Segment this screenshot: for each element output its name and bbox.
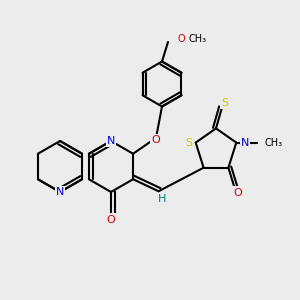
Text: CH₃: CH₃ (265, 138, 283, 148)
Text: O: O (151, 135, 160, 145)
Text: CH₃: CH₃ (188, 34, 206, 44)
Text: S: S (185, 138, 192, 148)
Text: O: O (233, 188, 242, 198)
Text: N: N (107, 136, 115, 146)
Text: N: N (241, 138, 249, 148)
Text: H: H (158, 194, 166, 204)
Text: O: O (177, 34, 184, 44)
Text: O: O (106, 214, 116, 225)
Text: S: S (221, 98, 229, 108)
Text: N: N (56, 187, 64, 197)
